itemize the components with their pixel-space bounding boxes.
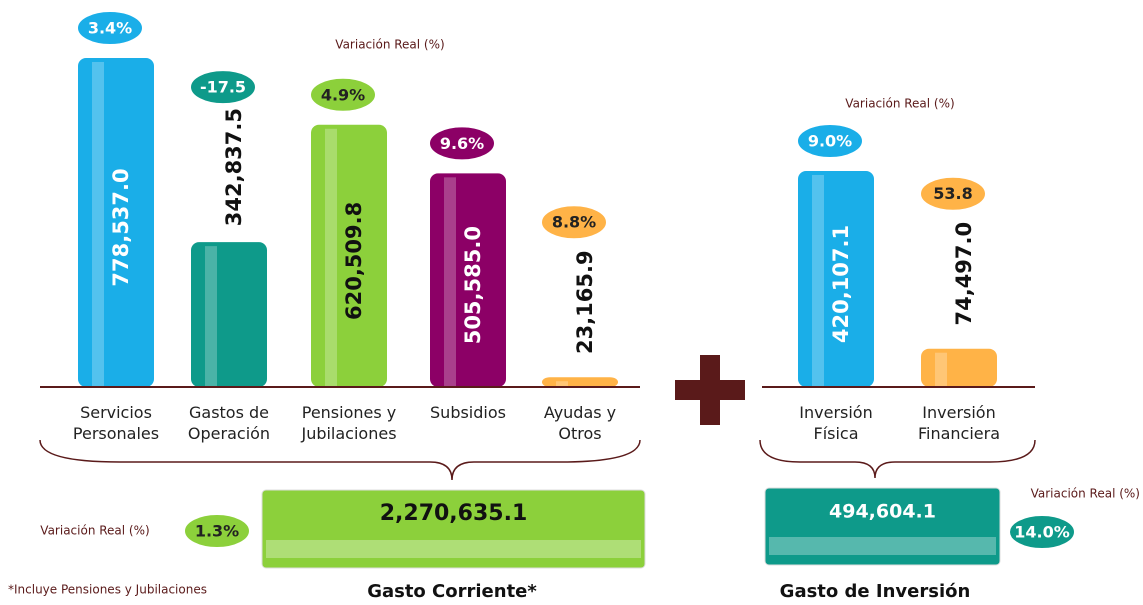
category-label: Inversión Física xyxy=(799,403,873,443)
bar xyxy=(542,377,618,387)
bar xyxy=(311,124,387,387)
bar xyxy=(191,242,267,387)
total-box-shine xyxy=(266,540,641,558)
value-label: 342,837.5 xyxy=(222,108,246,226)
annotation: Variación Real (%) xyxy=(1031,487,1140,501)
summary-title: Gasto Corriente* xyxy=(367,581,537,602)
value-label: 23,165.9 xyxy=(573,250,597,354)
bar xyxy=(78,58,154,387)
total-box-shine xyxy=(769,537,996,555)
value-label: 505,585.0 xyxy=(461,226,485,344)
bar xyxy=(798,171,874,387)
category-label: Pensiones y Jubilaciones xyxy=(301,403,397,443)
bar-highlight xyxy=(444,177,456,387)
category-label: Servicios Personales xyxy=(72,403,160,443)
variation-badge xyxy=(540,204,608,241)
variation-label: 9.6% xyxy=(440,134,484,153)
variation-label: 8.8% xyxy=(552,213,596,232)
variation-label: 3.4% xyxy=(88,19,132,38)
category-label: Inversión Financiera xyxy=(917,403,1001,443)
bar-highlight xyxy=(935,352,947,387)
annotation: Variación Real (%) xyxy=(845,97,954,111)
bar xyxy=(921,348,997,387)
total-label: 494,604.1 xyxy=(829,501,936,523)
bar-highlight xyxy=(812,175,824,387)
variation-badge xyxy=(428,125,496,162)
category-label: Subsidios xyxy=(430,403,506,422)
variation-badge xyxy=(1008,514,1076,550)
variation-badge xyxy=(309,76,377,113)
value-label: 620,509.8 xyxy=(342,202,366,320)
variation-badge xyxy=(183,513,251,549)
annotation: Variación Real (%) xyxy=(335,38,444,52)
variation-label: -17.5 xyxy=(200,78,246,97)
total-box xyxy=(764,487,1001,566)
variation-badge xyxy=(189,69,257,106)
footnote: *Incluye Pensiones y Jubilaciones xyxy=(8,583,207,597)
variation-label: 1.3% xyxy=(195,522,239,541)
variation-badge xyxy=(76,10,144,46)
bar-highlight xyxy=(556,381,568,387)
bar-highlight xyxy=(205,246,217,387)
variation-badge xyxy=(919,175,987,212)
variation-label: 53.8 xyxy=(933,184,972,203)
total-label: 2,270,635.1 xyxy=(380,501,528,526)
value-label: 778,537.0 xyxy=(109,168,133,286)
variation-label: 4.9% xyxy=(321,85,365,104)
summary-title: Gasto de Inversión xyxy=(780,581,971,602)
brace xyxy=(759,439,1036,479)
plus-sign xyxy=(675,355,745,425)
bar-highlight xyxy=(325,128,337,387)
category-label: Ayudas y Otros xyxy=(543,403,617,443)
brace xyxy=(39,439,641,481)
total-box xyxy=(261,489,646,569)
variation-badge xyxy=(796,123,864,159)
variation-label: 9.0% xyxy=(808,132,852,151)
annotation: Variación Real (%) xyxy=(40,524,149,538)
bar-highlight xyxy=(92,62,104,387)
value-label: 74,497.0 xyxy=(952,222,976,326)
variation-label: 14.0% xyxy=(1014,523,1070,542)
bar xyxy=(430,173,506,387)
value-label: 420,107.1 xyxy=(829,225,853,343)
category-label: Gastos de Operación xyxy=(187,403,271,443)
